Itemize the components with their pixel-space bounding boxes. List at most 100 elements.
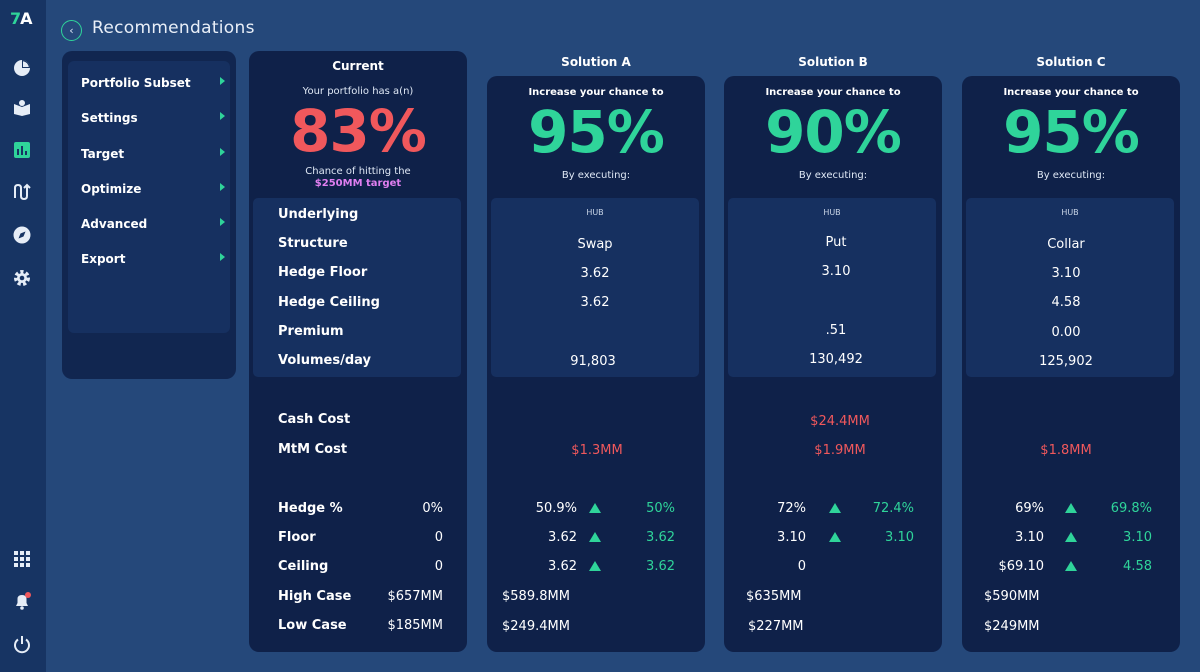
menu-item-export[interactable]: Export — [81, 252, 231, 272]
solution-c-details-panel: HUB — [966, 198, 1174, 377]
current-chance-text: Chance of hitting the — [305, 166, 411, 177]
menu-item-target[interactable]: Target — [81, 147, 231, 167]
solution-b-volumes: 130,492 — [809, 352, 863, 367]
current-high-case: $657MM — [387, 589, 443, 604]
menu-item-label: Settings — [81, 111, 138, 125]
solution-c-low-case: $249MM — [984, 619, 1040, 634]
solution-b-by-executing: By executing: — [798, 170, 868, 181]
book-icon[interactable] — [11, 97, 33, 119]
increase-arrow-icon — [589, 532, 601, 542]
solution-b-hedge-pct-new: 72.4% — [872, 501, 914, 516]
solution-b-card[interactable]: Increase your chance to 90% By executing… — [724, 76, 942, 652]
chevron-right-icon — [220, 183, 225, 191]
solution-c-structure: Collar — [1047, 237, 1085, 252]
solution-a-hedge-ceiling: 3.62 — [580, 295, 610, 310]
page-title: Recommendations — [92, 18, 255, 38]
label-hedge-floor: Hedge Floor — [278, 265, 368, 280]
menu-item-settings[interactable]: Settings — [81, 111, 231, 131]
apps-grid-icon[interactable] — [11, 548, 33, 570]
solution-a-increase-text: Increase your chance to — [528, 87, 664, 98]
solution-c-underlying: HUB — [1061, 208, 1079, 217]
solution-b-hedge-floor: 3.10 — [821, 264, 851, 279]
power-icon[interactable] — [11, 633, 33, 655]
solution-b-floor-new: 3.10 — [885, 530, 914, 545]
solution-c-by-executing: By executing: — [1036, 170, 1106, 181]
solution-b-hedge-pct: 72% — [777, 501, 806, 516]
solution-c-hedge-floor: 3.10 — [1051, 266, 1081, 281]
solution-c-hedge-pct: 69% — [1015, 501, 1044, 516]
solution-a-hedge-pct-new: 50% — [646, 501, 675, 516]
solution-c-floor-new: 3.10 — [1123, 530, 1152, 545]
solution-a-title: Solution A — [561, 55, 631, 69]
current-intro: Your portfolio has a(n) — [302, 86, 414, 97]
increase-arrow-icon — [1065, 561, 1077, 571]
solution-c-card[interactable]: Increase your chance to 95% By executing… — [962, 76, 1180, 652]
increase-arrow-icon — [829, 503, 841, 513]
solution-c-ceiling-new: 4.58 — [1123, 559, 1152, 574]
solution-c-title: Solution C — [1036, 55, 1106, 69]
solution-b-underlying: HUB — [823, 208, 841, 217]
label-floor: Floor — [278, 530, 316, 545]
solution-b-mtm-cost: $1.9MM — [814, 443, 866, 458]
menu-item-label: Export — [81, 252, 126, 266]
label-volumes: Volumes/day — [278, 353, 371, 368]
label-cash-cost: Cash Cost — [278, 412, 351, 427]
solution-b-structure: Put — [825, 235, 847, 250]
current-floor: 0 — [434, 530, 443, 545]
solution-a-hedge-pct: 50.9% — [535, 501, 577, 516]
solution-a-low-case: $249.4MM — [502, 619, 570, 634]
menu-item-advanced[interactable]: Advanced — [81, 217, 231, 237]
solution-a-floor: 3.62 — [548, 530, 577, 545]
solution-a-mtm-cost: $1.3MM — [571, 443, 623, 458]
current-low-case: $185MM — [387, 618, 443, 633]
menu-item-optimize[interactable]: Optimize — [81, 182, 231, 202]
solution-b-low-case: $227MM — [748, 619, 804, 634]
back-button[interactable]: ‹ — [61, 20, 82, 41]
menu-item-label: Target — [81, 147, 125, 161]
chart-icon[interactable] — [11, 139, 33, 161]
flow-icon[interactable] — [11, 181, 33, 203]
solution-a-underlying: HUB — [586, 208, 604, 217]
current-ceiling: 0 — [434, 559, 443, 574]
solution-c-increase-text: Increase your chance to — [1003, 87, 1139, 98]
label-hedge-ceiling: Hedge Ceiling — [278, 295, 380, 310]
chevron-right-icon — [220, 112, 225, 120]
solution-c-floor: 3.10 — [1015, 530, 1044, 545]
options-menu-list — [68, 61, 230, 333]
current-card: Current Your portfolio has a(n) 83% Chan… — [249, 51, 467, 652]
solution-a-details-panel: HUB — [491, 198, 699, 377]
solution-c-premium: 0.00 — [1051, 325, 1081, 340]
chevron-right-icon — [220, 77, 225, 85]
label-premium: Premium — [278, 324, 344, 339]
solution-a-card[interactable]: Increase your chance to 95% By executing… — [487, 76, 705, 652]
notification-bell-icon[interactable] — [11, 590, 33, 612]
settings-icon[interactable] — [11, 267, 33, 289]
solution-a-ceiling-new: 3.62 — [646, 559, 675, 574]
app-logo[interactable]: 7A — [10, 9, 33, 28]
dashboard-icon[interactable] — [11, 57, 33, 79]
solution-b-premium: .51 — [825, 323, 847, 338]
solution-a-volumes: 91,803 — [570, 354, 616, 369]
nav-rail: 7A — [0, 0, 46, 672]
current-chance-pct: 83% — [290, 97, 427, 165]
solution-a-by-executing: By executing: — [561, 170, 631, 181]
menu-item-label: Advanced — [81, 217, 148, 231]
chevron-right-icon — [220, 218, 225, 226]
solution-c-mtm-cost: $1.8MM — [1040, 443, 1092, 458]
solution-c-chance-pct: 95% — [1003, 98, 1140, 166]
label-ceiling: Ceiling — [278, 559, 329, 574]
solution-b-ceiling: 0 — [797, 559, 806, 574]
options-menu: Portfolio Subset Settings Target Optimiz… — [62, 51, 236, 379]
chevron-right-icon — [220, 253, 225, 261]
label-low-case: Low Case — [278, 618, 347, 633]
label-mtm-cost: MtM Cost — [278, 442, 348, 457]
menu-item-portfolio-subset[interactable]: Portfolio Subset — [81, 76, 231, 96]
compass-icon[interactable] — [11, 224, 33, 246]
solution-b-floor: 3.10 — [777, 530, 806, 545]
menu-item-label: Optimize — [81, 182, 142, 196]
solution-a-high-case: $589.8MM — [502, 589, 570, 604]
current-details-panel — [253, 198, 461, 377]
increase-arrow-icon — [589, 561, 601, 571]
solution-a-structure: Swap — [577, 237, 613, 252]
solution-a-hedge-floor: 3.62 — [580, 266, 610, 281]
